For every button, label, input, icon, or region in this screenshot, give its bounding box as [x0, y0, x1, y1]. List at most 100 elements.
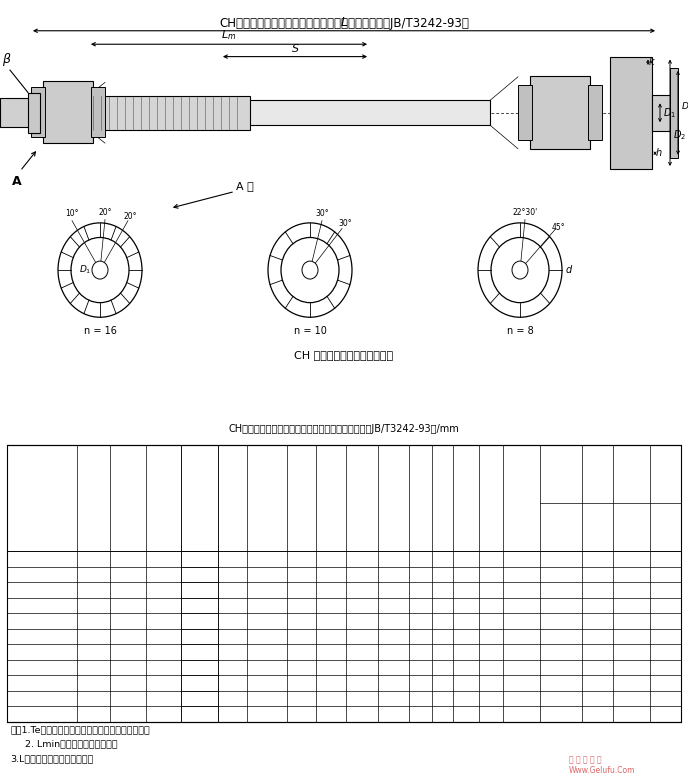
Text: CH型长伸缩焊接式万向联轴器基本参数和主要尺寸（JB/T3242-93）: CH型长伸缩焊接式万向联轴器基本参数和主要尺寸（JB/T3242-93） [219, 17, 469, 30]
Text: 290: 290 [224, 617, 241, 626]
Text: 1.127: 1.127 [548, 586, 574, 594]
Bar [182, 691, 217, 706]
Bar [182, 567, 217, 582]
Text: 115: 115 [354, 601, 371, 610]
Text: k: k [649, 57, 654, 67]
Text: 290: 290 [385, 632, 402, 641]
Text: 轴线折
角β/
(°)≤: 轴线折 角β/ (°)≤ [191, 483, 208, 513]
Text: 20: 20 [485, 679, 497, 688]
Text: 180: 180 [354, 617, 371, 626]
Text: S: S [292, 45, 299, 55]
Text: 80: 80 [460, 679, 471, 688]
Text: 340: 340 [292, 694, 310, 703]
Text: A 向: A 向 [236, 181, 254, 191]
Text: 0.461: 0.461 [585, 679, 610, 688]
Text: 42: 42 [415, 663, 426, 672]
Text: 1370: 1370 [255, 586, 279, 594]
Text: $L_{min}$: $L_{min}$ [258, 492, 276, 505]
Text: L: L [341, 16, 347, 29]
Text: 22°30': 22°30' [513, 209, 537, 217]
Bar [182, 598, 217, 613]
Text: 10-23: 10-23 [508, 617, 535, 626]
Text: 220: 220 [85, 586, 102, 594]
Text: 63: 63 [158, 617, 170, 626]
Text: 270: 270 [292, 647, 310, 657]
Text: 2240: 2240 [255, 647, 278, 657]
Text: 500: 500 [85, 694, 102, 703]
Text: 2.623: 2.623 [548, 601, 574, 610]
Text: CH 型长伸缩焊接式万向联轴器: CH 型长伸缩焊接式万向联轴器 [294, 350, 394, 360]
Text: $D_2$
(H7): $D_2$ (H7) [353, 487, 372, 509]
Text: 115: 115 [354, 570, 371, 579]
Text: 358: 358 [322, 647, 340, 657]
Text: SWZ300CH: SWZ300CH [17, 617, 67, 626]
Text: 130: 130 [354, 586, 371, 594]
Text: 10-23: 10-23 [508, 632, 535, 641]
Text: 15: 15 [485, 617, 497, 626]
Text: 355: 355 [292, 710, 310, 719]
Text: 32: 32 [460, 586, 471, 594]
Text: 270: 270 [354, 679, 371, 688]
Text: 370: 370 [385, 679, 402, 688]
Text: Www.Gelufu.Com: Www.Gelufu.Com [569, 766, 635, 776]
Text: 1671: 1671 [620, 663, 643, 672]
Text: 200: 200 [120, 632, 137, 641]
Text: 66.122: 66.122 [545, 694, 577, 703]
Text: 152: 152 [623, 570, 640, 579]
Text: n = 16: n = 16 [83, 326, 116, 337]
Bar [182, 614, 217, 629]
Text: 2043: 2043 [620, 679, 643, 688]
Text: 40: 40 [460, 601, 471, 610]
Text: 340: 340 [224, 632, 241, 641]
Text: 95: 95 [356, 555, 368, 564]
Text: 16-28: 16-28 [508, 679, 535, 688]
Text: 255: 255 [354, 663, 371, 672]
Circle shape [92, 261, 108, 279]
Text: 120: 120 [292, 555, 310, 564]
Text: h: h [488, 494, 494, 502]
Text: 6: 6 [439, 586, 445, 594]
Text: 108.055: 108.055 [542, 710, 579, 719]
Text: 20: 20 [415, 586, 426, 594]
Text: 135: 135 [292, 570, 310, 579]
Text: β: β [2, 52, 10, 66]
Text: $D_1$: $D_1$ [514, 264, 526, 276]
Text: 16-31: 16-31 [508, 694, 535, 703]
Text: 165: 165 [322, 570, 340, 579]
Text: 2310: 2310 [255, 663, 278, 672]
Text: 47: 47 [415, 694, 426, 703]
Text: 400: 400 [85, 647, 102, 657]
Text: 50: 50 [460, 632, 471, 641]
Text: SWZ190CH: SWZ190CH [17, 570, 67, 579]
Text: 注：1.Te为在交变负荷下按疲劳强度所允许的转矩。: 注：1.Te为在交变负荷下按疲劳强度所允许的转矩。 [10, 726, 150, 735]
Text: 增长
100: 增长 100 [657, 518, 674, 537]
Text: 550: 550 [224, 710, 241, 719]
Text: 3605: 3605 [620, 710, 643, 719]
Text: 2950: 2950 [255, 710, 278, 719]
Text: 300: 300 [292, 679, 310, 688]
Text: 0.185: 0.185 [585, 632, 610, 641]
Text: A: A [12, 175, 22, 187]
Text: 90: 90 [460, 694, 471, 703]
Text: 27.19: 27.19 [653, 632, 678, 641]
Text: 140: 140 [155, 647, 173, 657]
Text: 250: 250 [385, 617, 402, 626]
Text: 30°: 30° [315, 209, 329, 219]
Text: 31.5: 31.5 [118, 570, 138, 579]
Text: 45: 45 [122, 586, 133, 594]
Text: 295: 295 [292, 663, 310, 672]
Text: 16-28: 16-28 [508, 663, 535, 672]
Bar [670, 68, 678, 158]
Text: 2720: 2720 [255, 694, 278, 703]
Text: 100: 100 [457, 710, 474, 719]
Text: 12: 12 [436, 694, 448, 703]
Text: SW450CH: SW450CH [19, 679, 64, 688]
Text: 18: 18 [485, 647, 497, 657]
Text: 63.22: 63.22 [653, 710, 678, 719]
Text: 80: 80 [460, 663, 471, 672]
Text: 40: 40 [415, 647, 426, 657]
Text: 190: 190 [322, 586, 340, 594]
Text: 600: 600 [120, 694, 137, 703]
Text: 220: 220 [385, 601, 402, 610]
Text: 0.516: 0.516 [548, 570, 574, 579]
